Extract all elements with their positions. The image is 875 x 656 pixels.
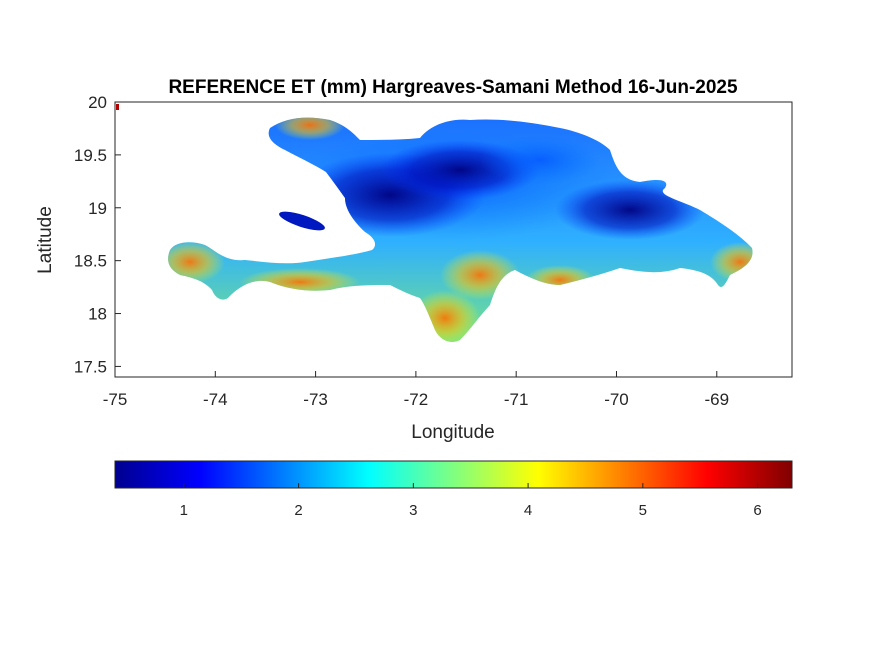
x-tick-label: -71 [504,390,529,409]
y-axis-label: Latitude [35,206,56,274]
y-tick-label: 18 [88,305,107,324]
colorbar: 1 2 3 4 5 6 [114,460,793,519]
x-tick-label: -73 [303,390,328,409]
y-tick-label: 19 [88,199,107,218]
corner-speck [116,104,119,110]
colorbar-tick-label: 3 [409,502,417,519]
y-tick-label: 20 [88,93,107,112]
y-ticks: 20 19.5 19 18.5 18 17.5 [74,93,121,376]
colorbar-tick-label: 4 [524,502,532,519]
figure-title: REFERENCE ET (mm) Hargreaves-Samani Meth… [168,77,738,98]
y-tick-label: 19.5 [74,146,107,165]
colorbar-ticks: 1 2 3 4 5 6 [180,483,762,519]
gonave-island [279,211,325,231]
x-axis-label: Longitude [411,422,494,443]
x-tick-label: -75 [103,390,128,409]
x-tick-label: -69 [704,390,729,409]
y-tick-label: 18.5 [74,252,107,271]
x-tick-label: -72 [404,390,429,409]
x-tick-label: -74 [203,390,228,409]
colorbar-tick-label: 1 [180,502,188,519]
colorbar-tick-label: 2 [294,502,302,519]
x-ticks: -75 -74 -73 -72 -71 -70 -69 [103,371,729,409]
colorbar-tick-label: 5 [639,502,647,519]
x-tick-label: -70 [604,390,629,409]
colorbar-tick-label: 6 [753,502,761,519]
map-axes: -75 -74 -73 -72 -71 -70 -69 20 19.5 19 18.5 18 17.5 [74,93,793,409]
colorbar-gradient [114,460,793,489]
y-tick-label: 17.5 [74,357,107,376]
